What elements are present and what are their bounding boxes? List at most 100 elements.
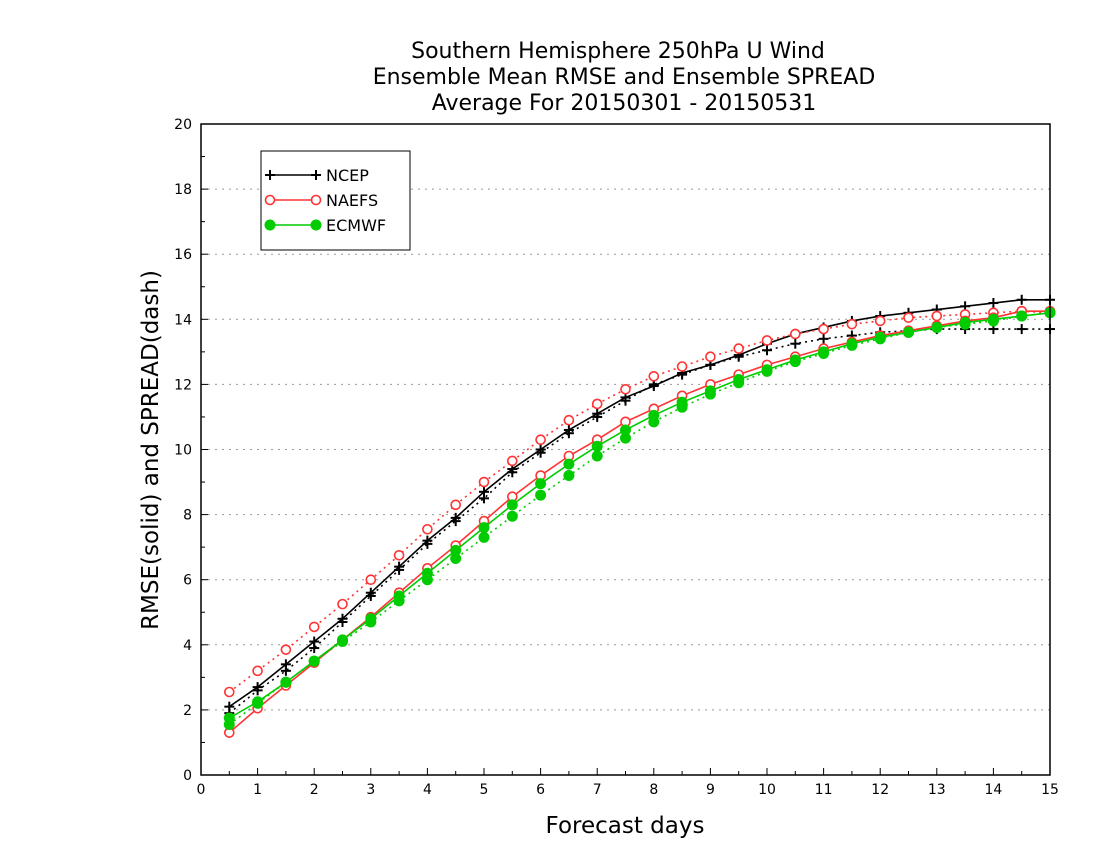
y-axis-ticks: 0 2 4 6 8 10 12 14 16 18 20 (174, 117, 208, 784)
ncep-rmse-point (365, 587, 376, 598)
ncep-spread-point (818, 333, 829, 344)
naefs-spread-point (252, 665, 263, 677)
naefs-spread-line (228, 310, 1051, 693)
y-tick-label: 20 (174, 117, 192, 133)
ecmwf-rmse-point (818, 346, 830, 358)
y-tick-label: 18 (174, 182, 192, 198)
naefs-spread-point (591, 398, 603, 410)
ecmwf-rmse-point (450, 544, 462, 556)
ncep-spread-point (790, 338, 801, 349)
x-tick-label: 4 (423, 782, 432, 798)
ecmwf-rmse-point (959, 317, 971, 329)
ncep-rmse-point (535, 444, 546, 455)
naefs-spread-point (563, 414, 575, 426)
ecmwf-rmse-point (308, 655, 320, 667)
ecmwf-rmse-point (393, 590, 405, 602)
ncep-rmse-point (337, 613, 348, 624)
ncep-rmse-point (450, 512, 461, 523)
y-axis-label: RMSE(solid) and SPREAD(dash) (138, 270, 164, 630)
naefs-spread-point (422, 523, 433, 535)
gridlines (201, 188, 1050, 711)
ecmwf-rmse-point (337, 634, 348, 646)
ecmwf-rmse-point (506, 499, 518, 511)
ncep-rmse-point (592, 408, 603, 419)
ecmwf-spread-point (535, 489, 547, 501)
naefs-spread-point (874, 315, 886, 327)
legend-marker-ncep-left (265, 170, 275, 180)
naefs-spread-point (903, 312, 914, 323)
title-line-1: Southern Hemisphere 250hPa U Wind (411, 39, 825, 64)
ncep-spread-point (1016, 324, 1027, 335)
ecmwf-rmse-point (761, 364, 773, 376)
y-tick-label: 14 (174, 312, 192, 328)
naefs-spread-point (676, 361, 688, 372)
ecmwf-rmse-point (789, 354, 801, 366)
ncep-rmse-line (228, 298, 1050, 708)
ncep-rmse-point (563, 424, 574, 435)
ncep-rmse-point (224, 701, 235, 712)
ncep-rmse-point (648, 381, 659, 392)
ecmwf-spread-line (228, 311, 1051, 726)
x-tick-label: 5 (480, 782, 489, 798)
legend-label-ecmwf: ECMWF (326, 216, 386, 235)
naefs-spread-point (506, 455, 518, 467)
ncep-rmse-point (252, 682, 263, 693)
naefs-spread-point (450, 499, 462, 511)
ecmwf-rmse-point (365, 613, 377, 625)
x-tick-label: 8 (649, 782, 658, 798)
legend: NCEP NAEFS ECMWF (260, 150, 411, 251)
x-tick-label: 1 (253, 782, 262, 798)
naefs-spread-point (733, 343, 745, 354)
naefs-spread-point (535, 434, 546, 446)
ncep-rmse-point (479, 486, 489, 497)
chart-title: Southern Hemisphere 250hPa U Wind Ensemb… (373, 39, 876, 116)
x-tick-label: 9 (706, 782, 715, 798)
ecmwf-spread-point (478, 531, 490, 543)
x-tick-label: 13 (928, 782, 946, 798)
naefs-spread-point (648, 370, 660, 382)
ncep-rmse-point (422, 535, 433, 546)
ncep-rmse-point (988, 298, 999, 309)
naefs-spread-point (393, 549, 405, 561)
ecmwf-rmse-point (874, 331, 886, 343)
y-tick-label: 6 (183, 573, 192, 589)
legend-marker-ecmwf-right (310, 219, 322, 231)
naefs-spread-point (789, 328, 801, 340)
legend-marker-naefs-right (310, 194, 322, 206)
ecmwf-rmse-point (931, 321, 943, 333)
ecmwf-spread-point (591, 450, 603, 462)
y-tick-label: 8 (183, 508, 192, 524)
x-tick-label: 7 (593, 782, 602, 798)
y-tick-label: 4 (183, 638, 192, 654)
title-line-2: Ensemble Mean RMSE and Ensemble SPREAD (373, 65, 876, 90)
ecmwf-rmse-line (228, 311, 1051, 719)
ecmwf-rmse-point (535, 478, 547, 490)
ecmwf-rmse-point (987, 313, 999, 325)
naefs-spread-point (846, 318, 858, 330)
ecmwf-rmse-point (223, 712, 235, 724)
x-axis-ticks: 0 1 2 3 4 5 6 7 8 9 10 11 12 13 14 15 (197, 768, 1059, 798)
ecmwf-rmse-point (903, 326, 914, 338)
y-tick-label: 16 (174, 247, 192, 263)
ecmwf-rmse-point (478, 522, 490, 534)
legend-label-naefs: NAEFS (326, 191, 378, 210)
ecmwf-rmse-point (421, 567, 433, 579)
legend-label-ncep: NCEP (326, 166, 369, 185)
x-tick-label: 3 (366, 782, 375, 798)
x-axis-label: Forecast days (546, 813, 705, 839)
naefs-spread-point (337, 598, 348, 610)
x-tick-label: 0 (197, 782, 206, 798)
naefs-spread-point (478, 476, 490, 488)
naefs-spread-point (308, 621, 320, 633)
naefs-spread-point (705, 351, 716, 363)
y-tick-label: 10 (174, 443, 192, 459)
plot-series (223, 294, 1056, 738)
y-tick-label: 2 (183, 703, 192, 719)
ncep-rmse-point (1016, 294, 1027, 305)
ecmwf-rmse-point (591, 440, 603, 452)
x-tick-label: 14 (984, 782, 1002, 798)
ecmwf-rmse-point (1016, 310, 1028, 322)
ncep-rmse-point (394, 561, 405, 572)
naefs-rmse-line (228, 310, 1050, 734)
